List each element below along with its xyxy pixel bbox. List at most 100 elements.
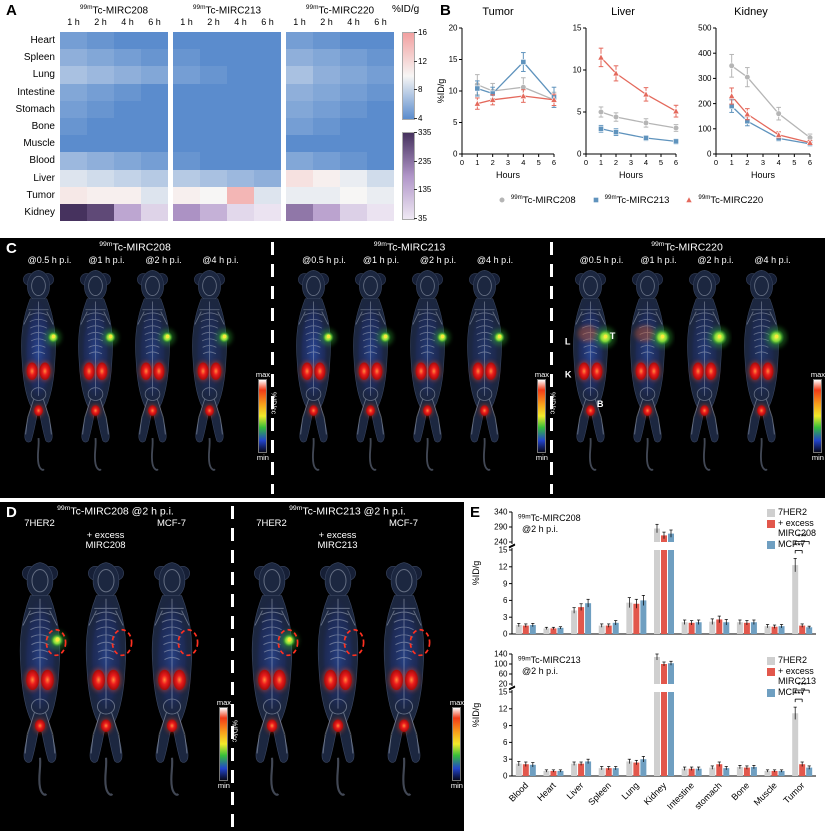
- bar: [529, 764, 536, 776]
- data-point: [550, 95, 558, 103]
- kidney-hotspot: [591, 361, 603, 380]
- bar: [543, 628, 550, 634]
- B-tumor-plot: 0 5 10 15 20 0 1 2 3 4 5 6 Hours %ID/g: [436, 20, 560, 189]
- renal-uptake: [24, 669, 55, 734]
- mouse-scan-cell: [125, 267, 180, 479]
- organ-label: Lung: [32, 69, 55, 81]
- svg-text:15: 15: [499, 546, 508, 555]
- bar: [723, 622, 730, 634]
- organ-label: Kidney: [24, 207, 55, 218]
- heatmap-cell: [367, 66, 394, 84]
- chart-title: 99mTc-MIRC213: [518, 655, 581, 665]
- tumor-roi-circle: [45, 629, 66, 657]
- heatmap-cell: [227, 83, 254, 101]
- bar: [792, 565, 799, 634]
- heatmap-cell: [141, 204, 168, 222]
- svg-text:9: 9: [503, 721, 508, 730]
- heatmap-cell: [114, 169, 141, 187]
- renal-uptake: [25, 361, 52, 417]
- kidney-hotspot: [692, 361, 704, 380]
- bladder-hotspot: [308, 404, 318, 416]
- colorbar-tick-label: 4: [418, 114, 423, 123]
- heatmap-cell: [340, 66, 367, 84]
- svg-text:0: 0: [707, 150, 712, 159]
- time-label: 1 h: [67, 17, 80, 27]
- kidney-hotspot: [26, 361, 38, 380]
- svg-text:1: 1: [599, 158, 603, 167]
- bar: [605, 768, 612, 776]
- mouse-scan-cell: [8, 556, 72, 808]
- bar: [626, 761, 633, 776]
- x-axis-label: Hours: [619, 170, 644, 180]
- heatmap-cell: [313, 169, 340, 187]
- svg-text:5: 5: [453, 118, 458, 127]
- kidney-hotspot: [197, 361, 209, 380]
- B-liver-title: Liver: [611, 6, 635, 18]
- bar: [661, 550, 667, 634]
- chart-subtitle: @2 h p.i.: [522, 666, 558, 676]
- B-kidney-chart: Kidney 0 100 200 300 400 500 0 1 2 3 4 5 6 Hours: [686, 6, 816, 189]
- mouse-scan-cell: [620, 267, 675, 479]
- mouse-scan-cell: [343, 267, 398, 479]
- bar: [654, 692, 660, 776]
- kidney-hotspot: [83, 361, 95, 380]
- mouse-scan-cell: [74, 556, 138, 808]
- kidney-hotspot: [648, 361, 660, 380]
- heatmap-cell: [367, 32, 394, 50]
- bar: [799, 625, 806, 634]
- colorbar-tick: [414, 189, 417, 191]
- section-title: 99mTc-MIRC208 @2 h p.i.: [57, 505, 174, 518]
- bar: [550, 770, 557, 776]
- data-point: [728, 62, 735, 69]
- mouse-scan-cell: [306, 556, 370, 808]
- B-kidney-plot: 0 100 200 300 400 500 0 1 2 3 4 5 6 Hours: [686, 20, 816, 189]
- bar: [661, 692, 667, 776]
- data-point: [520, 84, 527, 91]
- renal-uptake: [90, 669, 121, 734]
- mouse-skeleton: [746, 275, 777, 434]
- mouse-scan-cell: [68, 267, 123, 479]
- heatmap-cell: [254, 118, 281, 136]
- data-point: [727, 92, 736, 99]
- mouse-scan: [295, 269, 336, 471]
- heatmap-cell: [114, 204, 141, 222]
- colorbar-tick-label: 8: [418, 85, 423, 95]
- panel-d-blocking-spect: D 99mTc-MIRC208 @2 h p.i. 7HER2 + excess MI…: [0, 502, 470, 831]
- kidney-hotspot: [389, 670, 403, 691]
- heatmap-cell: [254, 32, 281, 50]
- heatmap-cell: [141, 100, 168, 118]
- svg-text:100: 100: [698, 125, 712, 134]
- bar: [640, 600, 647, 634]
- series-line: [477, 84, 555, 101]
- anatomy-label-T: T: [610, 331, 616, 341]
- renal-uptake: [300, 361, 326, 417]
- category-label: Muscle: [752, 780, 779, 807]
- mouse-skeleton: [468, 275, 500, 434]
- renal-uptake: [357, 361, 383, 417]
- kidney-hotspot: [172, 670, 186, 691]
- legend-swatch: [766, 509, 775, 517]
- column-label: 7HER2: [24, 517, 55, 529]
- heatmap-cell: [60, 83, 87, 101]
- mouse-skeleton: [689, 275, 720, 434]
- bladder-hotspot: [166, 719, 177, 733]
- heatmap-cell: [141, 66, 168, 84]
- tracer-group-title: 99mTc-MIRC213: [192, 4, 262, 17]
- svg-text:9: 9: [503, 579, 508, 588]
- heatmap-cell: [367, 49, 394, 67]
- heatmap-cell: [286, 49, 313, 67]
- heatmap-cell: [227, 204, 254, 222]
- legend-swatch: [766, 520, 775, 529]
- legend-item: 7HER2: [766, 655, 816, 665]
- heatmap-cell: [87, 135, 114, 153]
- svg-text:4: 4: [777, 158, 781, 167]
- B-liver-chart: Liver 0 5 10 15 0 1 2 3 4 5 6 Hours: [564, 6, 682, 189]
- heatmap-cell: [286, 100, 313, 118]
- svg-text:2: 2: [745, 158, 749, 167]
- chart-title: 99mTc-MIRC208: [518, 513, 581, 523]
- bar: [764, 770, 771, 776]
- bar: [557, 770, 564, 776]
- mouse-scan: [151, 562, 198, 797]
- svg-text:200: 200: [698, 99, 712, 108]
- bar: [515, 625, 522, 634]
